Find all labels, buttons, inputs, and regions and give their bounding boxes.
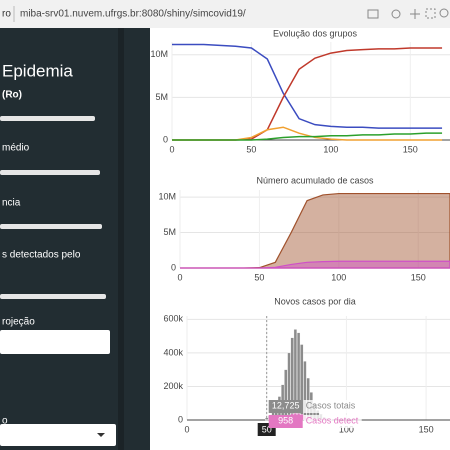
tooltip-value: 958: [278, 415, 293, 425]
x-tick-label: 50: [254, 272, 264, 282]
y-tick-label: 5M: [163, 227, 176, 237]
x-tick-label: 150: [419, 424, 434, 434]
y-tick-label: 5M: [155, 92, 168, 102]
x-tick-label: 0: [177, 272, 182, 282]
line-series: [172, 132, 443, 141]
y-tick-label: 600k: [163, 314, 183, 324]
browser-icons[interactable]: [367, 8, 449, 19]
tooltip-name-bg: [303, 400, 362, 413]
y-tick-label: 200k: [163, 381, 183, 391]
bar: [306, 377, 310, 421]
hover-x-label: 50: [262, 424, 272, 434]
tooltip-name: Casos detect: [306, 415, 359, 425]
x-tick-label: 150: [403, 144, 418, 154]
x-tick-label: 0: [169, 144, 174, 154]
input-label: ncia: [2, 198, 21, 209]
tooltip-value: 12,725: [272, 400, 300, 410]
text-input[interactable]: [0, 330, 110, 354]
input-label: rojeção: [2, 317, 35, 328]
line-series: [172, 43, 443, 129]
x-tick-label: 100: [331, 272, 346, 282]
sidebar-title: Epidemia: [2, 61, 73, 80]
y-tick-label: 0: [178, 414, 183, 424]
chart-title: Evolução dos grupos: [273, 28, 358, 38]
chart-title: Novos casos por dia: [274, 296, 356, 306]
tooltip-name-bg: [303, 415, 362, 428]
x-tick-label: 100: [323, 144, 338, 154]
y-tick-label: 10M: [150, 49, 168, 59]
input-label: o: [2, 416, 8, 427]
tab-text: ro: [2, 9, 11, 20]
y-tick-label: 0: [171, 262, 176, 272]
tooltip-box: [268, 415, 303, 428]
x-tick-label: 150: [411, 272, 426, 282]
area-series: [180, 260, 450, 269]
url[interactable]: miba-srv01.nuvem.ufrgs.br:8080/shiny/sim…: [20, 9, 246, 20]
select-caret: [97, 433, 105, 437]
y-tick-label: 0: [163, 134, 168, 144]
browser-bar: [0, 0, 450, 28]
x-tick-label: 100: [339, 424, 354, 434]
scrollbar: [118, 28, 124, 450]
bar: [265, 417, 269, 421]
tooltip-name: Casos totais: [306, 400, 356, 410]
x-tick-label: 0: [184, 424, 189, 434]
y-tick-label: 400k: [163, 347, 183, 357]
sidebar: [0, 28, 150, 450]
input-label: (Ro): [2, 90, 22, 101]
select-input[interactable]: [0, 424, 116, 446]
x-tick-label: 50: [246, 144, 256, 154]
input-label: médio: [2, 143, 30, 154]
sliders[interactable]: [0, 116, 106, 299]
tooltip-box: [268, 400, 303, 413]
chart-title: Número acumulado de casos: [256, 175, 374, 185]
input-label: s detectados pelo: [2, 250, 81, 261]
y-tick-label: 10M: [158, 191, 176, 201]
